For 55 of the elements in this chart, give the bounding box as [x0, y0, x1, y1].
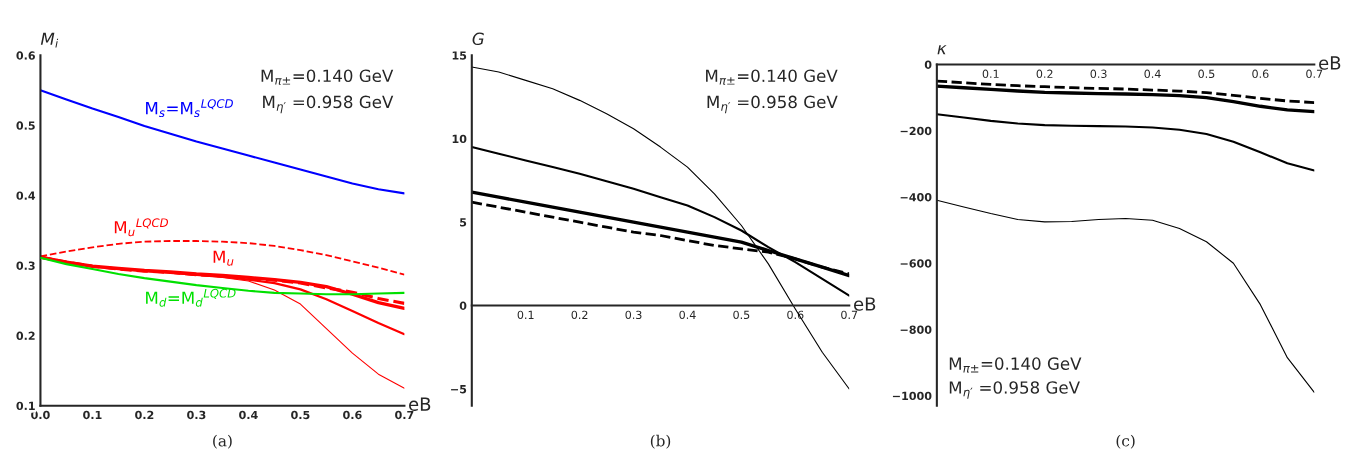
x-tick-label: 0.4: [239, 410, 258, 420]
x-tick-label: 0.3: [1090, 69, 1107, 78]
y-tick-label: −600: [900, 259, 932, 268]
x-tick-label: 0.3: [187, 410, 206, 420]
y-tick-label: −5: [451, 385, 467, 394]
text: (c): [1116, 434, 1135, 449]
y-axis-title: κ: [937, 45, 947, 55]
y-tick-label: 0.3: [16, 261, 35, 270]
x-axis-title: eB: [409, 397, 431, 411]
annotation: M$_{η′}$ =0.958 GeV: [949, 381, 1080, 399]
y-axis-title: M$_{i}$: [40, 32, 59, 48]
y-tick-label: 15: [452, 51, 467, 60]
y-tick-label: −1000: [892, 391, 932, 401]
y-tick-label: 0: [459, 301, 467, 310]
x-tick-label: 0.1: [517, 310, 534, 320]
annotation: M$_{η′}$ =0.958 GeV: [263, 95, 394, 114]
x-axis-title: eB: [1319, 56, 1341, 70]
x-tick-label: 0.1: [83, 410, 102, 420]
annotation: M$_{s}$=M$_{s}$$^{LQCD}$: [146, 99, 233, 118]
annotation: M$_{d}$=M$_{d}$$^{LQCD}$: [146, 288, 236, 307]
x-tick-label: 0.7: [1306, 69, 1323, 78]
annotation: M$_{η′}$ =0.958 GeV: [707, 95, 838, 114]
x-tick-label: 0.6: [343, 410, 362, 420]
y-tick-label: 0: [924, 60, 932, 69]
y-tick-label: −800: [900, 325, 932, 334]
y-tick-label: 0.5: [16, 121, 35, 130]
x-tick-label: 0.3: [625, 310, 642, 320]
x-tick-label: 0.5: [1198, 69, 1215, 78]
x-tick-label: 0.2: [1036, 69, 1053, 78]
y-tick-label: 0.2: [16, 331, 35, 340]
x-tick-label: 0.4: [679, 310, 696, 320]
x-tick-label: 0.2: [135, 410, 154, 420]
y-axis-title: G: [472, 32, 484, 46]
x-tick-label: 0.6: [1252, 69, 1269, 78]
annotation: M$_{π±}$=0.140 GeV: [706, 69, 838, 85]
y-tick-label: 0.6: [16, 51, 35, 60]
y-tick-label: −400: [900, 193, 932, 202]
y-tick-label: −200: [900, 126, 932, 136]
x-tick-label: 0.4: [1144, 69, 1161, 78]
y-tick-label: 5: [460, 218, 467, 227]
text: (a): [213, 434, 232, 449]
annotation: M$_{π±}$=0.140 GeV: [261, 69, 394, 85]
annotation: M$_{π±}$=0.140 GeV: [949, 357, 1082, 373]
annotation: M$_{u}$: [213, 250, 234, 266]
annotation: M$_{u}$$^{LQCD}$: [114, 218, 169, 237]
text: (b): [650, 434, 671, 449]
y-tick-label: 0.4: [16, 191, 36, 200]
x-tick-label: 0.7: [841, 310, 858, 320]
y-tick-label: 10: [452, 134, 467, 144]
x-tick-label: 0.5: [733, 310, 750, 320]
x-tick-label: 0.5: [291, 410, 310, 420]
x-axis-title: eB: [854, 297, 876, 311]
x-tick-label: 0.1: [982, 69, 999, 78]
x-tick-label: 0.2: [571, 310, 588, 320]
x-tick-label: 0.7: [395, 410, 414, 420]
